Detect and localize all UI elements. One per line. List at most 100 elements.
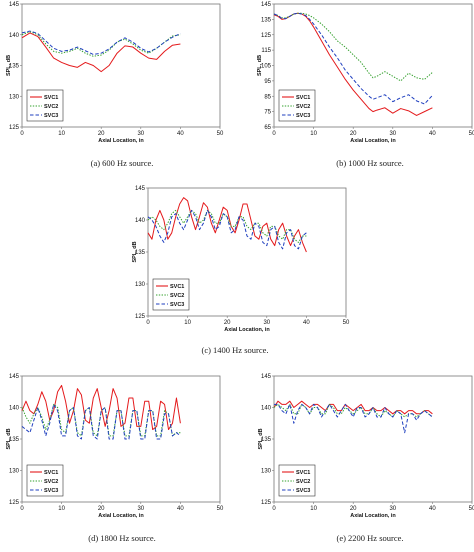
x-tick-label: 30 bbox=[389, 131, 396, 137]
x-tick-label: 40 bbox=[429, 506, 436, 512]
legend: SVC1 SVC2 SVC3 bbox=[278, 89, 316, 122]
y-tick-label: 85 bbox=[264, 94, 271, 100]
series-line-svc3 bbox=[21, 30, 181, 55]
panel-caption: (e) 2200 Hz source. bbox=[336, 533, 403, 543]
y-tick-label: 145 bbox=[135, 186, 146, 192]
legend-label-svc2: SVC2 bbox=[296, 104, 310, 110]
x-tick-label: 20 bbox=[98, 506, 105, 512]
y-tick-label: 130 bbox=[9, 94, 20, 100]
x-tick-label: 0 bbox=[146, 320, 150, 326]
y-tick-label: 135 bbox=[9, 64, 20, 70]
legend-label-svc1: SVC1 bbox=[44, 95, 58, 101]
series-line-svc3 bbox=[274, 403, 433, 434]
x-tick-label: 30 bbox=[137, 506, 144, 512]
x-tick-label: 0 bbox=[20, 131, 24, 137]
y-tick-label: 145 bbox=[9, 2, 20, 8]
y-tick-label: 125 bbox=[9, 500, 20, 506]
y-tick-label: 95 bbox=[264, 79, 271, 85]
series-line-svc1 bbox=[273, 400, 433, 415]
panel-caption: (c) 1400 Hz source. bbox=[201, 345, 268, 355]
x-tick-label: 10 bbox=[58, 131, 65, 137]
legend-label-svc3: SVC3 bbox=[44, 113, 58, 119]
y-axis-label: SPL, dB bbox=[6, 428, 12, 449]
y-tick-label: 140 bbox=[9, 406, 20, 412]
series-line-svc2 bbox=[273, 12, 433, 82]
x-axis-label: Axial Location, in bbox=[350, 513, 396, 519]
y-axis-label: SPL, dB bbox=[257, 55, 263, 76]
y-tick-label: 105 bbox=[261, 64, 272, 70]
x-axis-label: Axial Location, in bbox=[350, 138, 396, 144]
y-tick-label: 125 bbox=[261, 500, 272, 506]
chart-panel-3: 125 130 135 140 145 0 10 20 30 40 50 Axial Location… bbox=[132, 186, 350, 355]
x-tick-label: 40 bbox=[177, 131, 184, 137]
y-axis-label: SPL, dB bbox=[6, 55, 12, 76]
legend-label-svc2: SVC2 bbox=[44, 104, 58, 110]
y-tick-label: 135 bbox=[261, 437, 272, 443]
chart-panel-1: 125 130 135 140 145 0 10 20 30 40 50 Axial Location… bbox=[6, 2, 224, 168]
x-tick-label: 20 bbox=[350, 131, 357, 137]
y-tick-label: 140 bbox=[9, 33, 20, 39]
series-line-svc3 bbox=[21, 403, 181, 440]
legend-label-svc2: SVC2 bbox=[44, 479, 58, 485]
y-tick-label: 125 bbox=[9, 125, 20, 131]
y-tick-label: 65 bbox=[264, 125, 271, 131]
x-tick-label: 10 bbox=[310, 131, 317, 137]
legend-label-svc3: SVC3 bbox=[170, 302, 184, 308]
series-line-svc2 bbox=[21, 31, 181, 57]
y-axis-label: SPL, dB bbox=[258, 428, 264, 449]
x-tick-label: 30 bbox=[137, 131, 144, 137]
x-tick-label: 50 bbox=[217, 506, 224, 512]
y-tick-label: 130 bbox=[9, 469, 20, 475]
y-tick-label: 130 bbox=[261, 469, 272, 475]
legend-label-svc3: SVC3 bbox=[44, 488, 58, 494]
x-tick-label: 40 bbox=[429, 131, 436, 137]
series-line-svc2 bbox=[273, 403, 433, 418]
x-axis-label: Axial Location, in bbox=[98, 138, 144, 144]
x-tick-label: 10 bbox=[58, 506, 65, 512]
x-tick-label: 20 bbox=[224, 320, 231, 326]
x-tick-label: 0 bbox=[20, 506, 24, 512]
legend-label-svc1: SVC1 bbox=[44, 470, 58, 476]
y-tick-label: 135 bbox=[9, 437, 20, 443]
y-axis-label: SPL, dB bbox=[132, 241, 138, 262]
legend-label-svc3: SVC3 bbox=[296, 488, 310, 494]
y-tick-label: 145 bbox=[261, 2, 272, 8]
x-tick-label: 30 bbox=[389, 506, 396, 512]
x-tick-label: 50 bbox=[469, 506, 474, 512]
x-tick-label: 50 bbox=[217, 131, 224, 137]
x-tick-label: 20 bbox=[350, 506, 357, 512]
y-tick-label: 135 bbox=[261, 17, 272, 23]
legend: SVC1 SVC2 SVC3 bbox=[26, 464, 64, 497]
x-tick-label: 10 bbox=[310, 506, 317, 512]
x-tick-label: 0 bbox=[272, 506, 276, 512]
y-tick-label: 125 bbox=[135, 314, 146, 320]
panel-caption: (d) 1800 Hz source. bbox=[88, 533, 156, 543]
x-tick-label: 0 bbox=[272, 131, 276, 137]
panel-caption: (b) 1000 Hz source. bbox=[336, 158, 404, 168]
x-tick-label: 50 bbox=[343, 320, 350, 326]
series-line-svc1 bbox=[147, 197, 307, 253]
series-line-svc1 bbox=[21, 384, 181, 431]
legend-label-svc1: SVC1 bbox=[170, 284, 184, 290]
y-tick-label: 135 bbox=[135, 250, 146, 256]
y-tick-label: 140 bbox=[261, 406, 272, 412]
legend: SVC1 SVC2 SVC3 bbox=[152, 278, 190, 311]
legend: SVC1 SVC2 SVC3 bbox=[278, 464, 316, 497]
x-axis-label: Axial Location, in bbox=[224, 327, 270, 333]
series-line-svc1 bbox=[21, 32, 181, 73]
legend-label-svc2: SVC2 bbox=[170, 293, 184, 299]
x-tick-label: 20 bbox=[98, 131, 105, 137]
series-line-svc3 bbox=[273, 12, 433, 105]
legend-label-svc1: SVC1 bbox=[296, 470, 310, 476]
series-line-svc2 bbox=[147, 209, 307, 243]
y-tick-label: 130 bbox=[135, 282, 146, 288]
chart-panel-2: 65 75 85 95 105 115 125 135 145 0 10 20 30 40 50 Axial … bbox=[257, 2, 474, 168]
x-tick-label: 40 bbox=[303, 320, 310, 326]
legend: SVC1 SVC2 SVC3 bbox=[26, 89, 64, 122]
chart-panel-5: 125 130 135 140 145 0 10 20 30 40 50 Axial Location… bbox=[258, 374, 474, 543]
y-tick-label: 140 bbox=[135, 218, 146, 224]
x-tick-label: 40 bbox=[177, 506, 184, 512]
panel-caption: (a) 600 Hz source. bbox=[91, 158, 154, 168]
x-tick-label: 50 bbox=[469, 131, 474, 137]
